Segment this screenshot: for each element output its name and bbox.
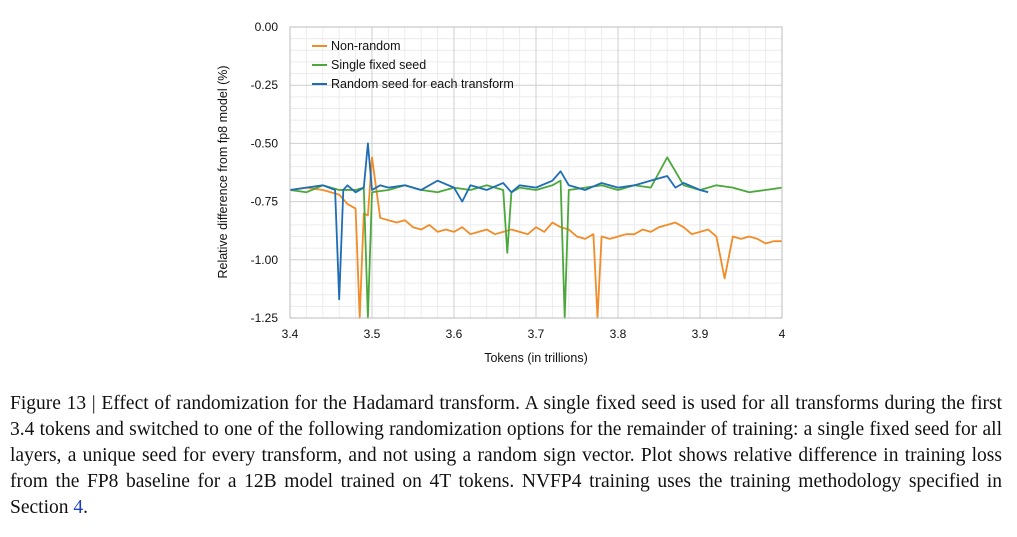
figure-caption: Figure 13 | Effect of randomization for … xyxy=(10,391,1002,521)
series-line-non-random xyxy=(289,156,782,319)
y-tick-label: -0.50 xyxy=(251,136,279,150)
x-tick-label: 4 xyxy=(779,327,786,341)
x-tick-label: 3.4 xyxy=(282,327,299,341)
y-axis-ticks: 0.00 -0.25 -0.50 -0.75 -1.00 -1.25 xyxy=(251,20,279,325)
section-link[interactable]: 4 xyxy=(73,497,84,518)
x-tick-label: 3.5 xyxy=(364,327,381,341)
x-tick-label: 3.8 xyxy=(610,327,627,341)
y-tick-label: 0.00 xyxy=(255,20,279,34)
x-tick-label: 3.7 xyxy=(528,327,545,341)
x-axis-label: Tokens (in trillions) xyxy=(484,351,588,365)
y-tick-label: -0.25 xyxy=(251,78,279,92)
chart-area: 0.00 -0.25 -0.50 -0.75 -1.00 -1.25 3.4 3.5 3.6 3… xyxy=(216,20,786,365)
legend: Non-random Single fixed seed Random seed… xyxy=(312,39,514,91)
series-line-random-seed xyxy=(289,142,709,301)
y-tick-label: -0.75 xyxy=(251,195,279,209)
x-axis-ticks: 3.4 3.5 3.6 3.7 3.8 3.9 4 xyxy=(282,327,786,341)
legend-label-single-fixed-seed: Single fixed seed xyxy=(331,58,426,72)
line-chart: 0.00-0.25-0.50-0.75-1.00-1.25 3.4 3.5 3.6 3… xyxy=(216,20,786,365)
legend-label-random-seed: Random seed for each transform xyxy=(331,77,514,91)
legend-label-non-random: Non-random xyxy=(331,39,400,53)
y-axis-label: Relative difference from fp8 model (%) xyxy=(216,65,230,278)
x-tick-label: 3.9 xyxy=(692,327,709,341)
caption-text: Figure 13 | Effect of randomization for … xyxy=(10,393,1002,518)
y-tick-label: -1.00 xyxy=(251,253,279,267)
plot-border xyxy=(289,26,783,319)
x-tick-label: 3.6 xyxy=(446,327,463,341)
y-tick-label: -1.25 xyxy=(251,311,279,325)
caption-end: . xyxy=(83,497,88,518)
